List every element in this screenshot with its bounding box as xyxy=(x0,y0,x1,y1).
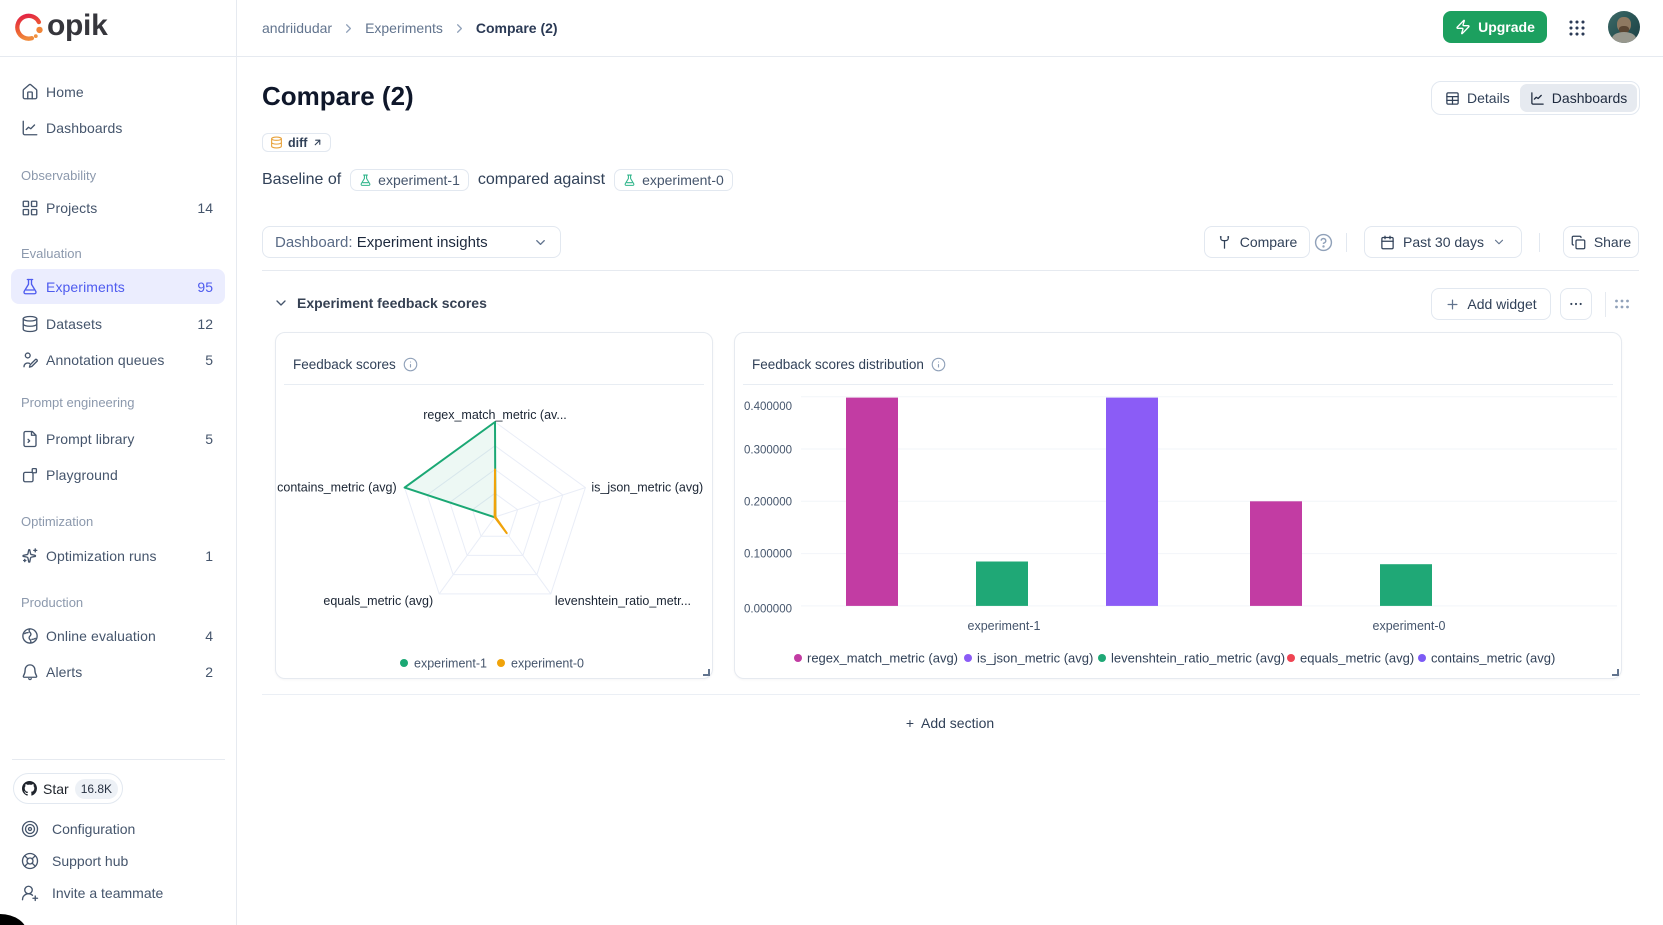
svg-text:experiment-1: experiment-1 xyxy=(414,657,487,671)
svg-text:experiment-1: experiment-1 xyxy=(968,619,1041,633)
svg-text:0.200000: 0.200000 xyxy=(744,497,792,509)
svg-text:equals_metric (avg): equals_metric (avg) xyxy=(323,594,433,608)
svg-text:is_json_metric (avg): is_json_metric (avg) xyxy=(977,651,1093,666)
svg-text:0.400000: 0.400000 xyxy=(744,401,792,413)
svg-text:contains_metric (avg): contains_metric (avg) xyxy=(277,481,397,495)
svg-text:0.100000: 0.100000 xyxy=(744,549,792,561)
svg-text:is_json_metric (avg): is_json_metric (avg) xyxy=(591,481,703,495)
svg-text:regex_match_metric (av...: regex_match_metric (av... xyxy=(423,408,567,422)
svg-text:experiment-0: experiment-0 xyxy=(1373,619,1446,633)
svg-text:0.000000: 0.000000 xyxy=(744,604,792,616)
svg-text:equals_metric (avg): equals_metric (avg) xyxy=(1300,651,1414,666)
svg-text:levenshtein_ratio_metric (avg): levenshtein_ratio_metric (avg) xyxy=(1111,651,1285,666)
svg-text:levenshtein_ratio_metr...: levenshtein_ratio_metr... xyxy=(555,594,691,608)
svg-text:contains_metric (avg): contains_metric (avg) xyxy=(1431,651,1555,666)
svg-text:0.300000: 0.300000 xyxy=(744,444,792,456)
svg-text:experiment-0: experiment-0 xyxy=(511,657,584,671)
svg-text:regex_match_metric (avg): regex_match_metric (avg) xyxy=(807,651,958,666)
